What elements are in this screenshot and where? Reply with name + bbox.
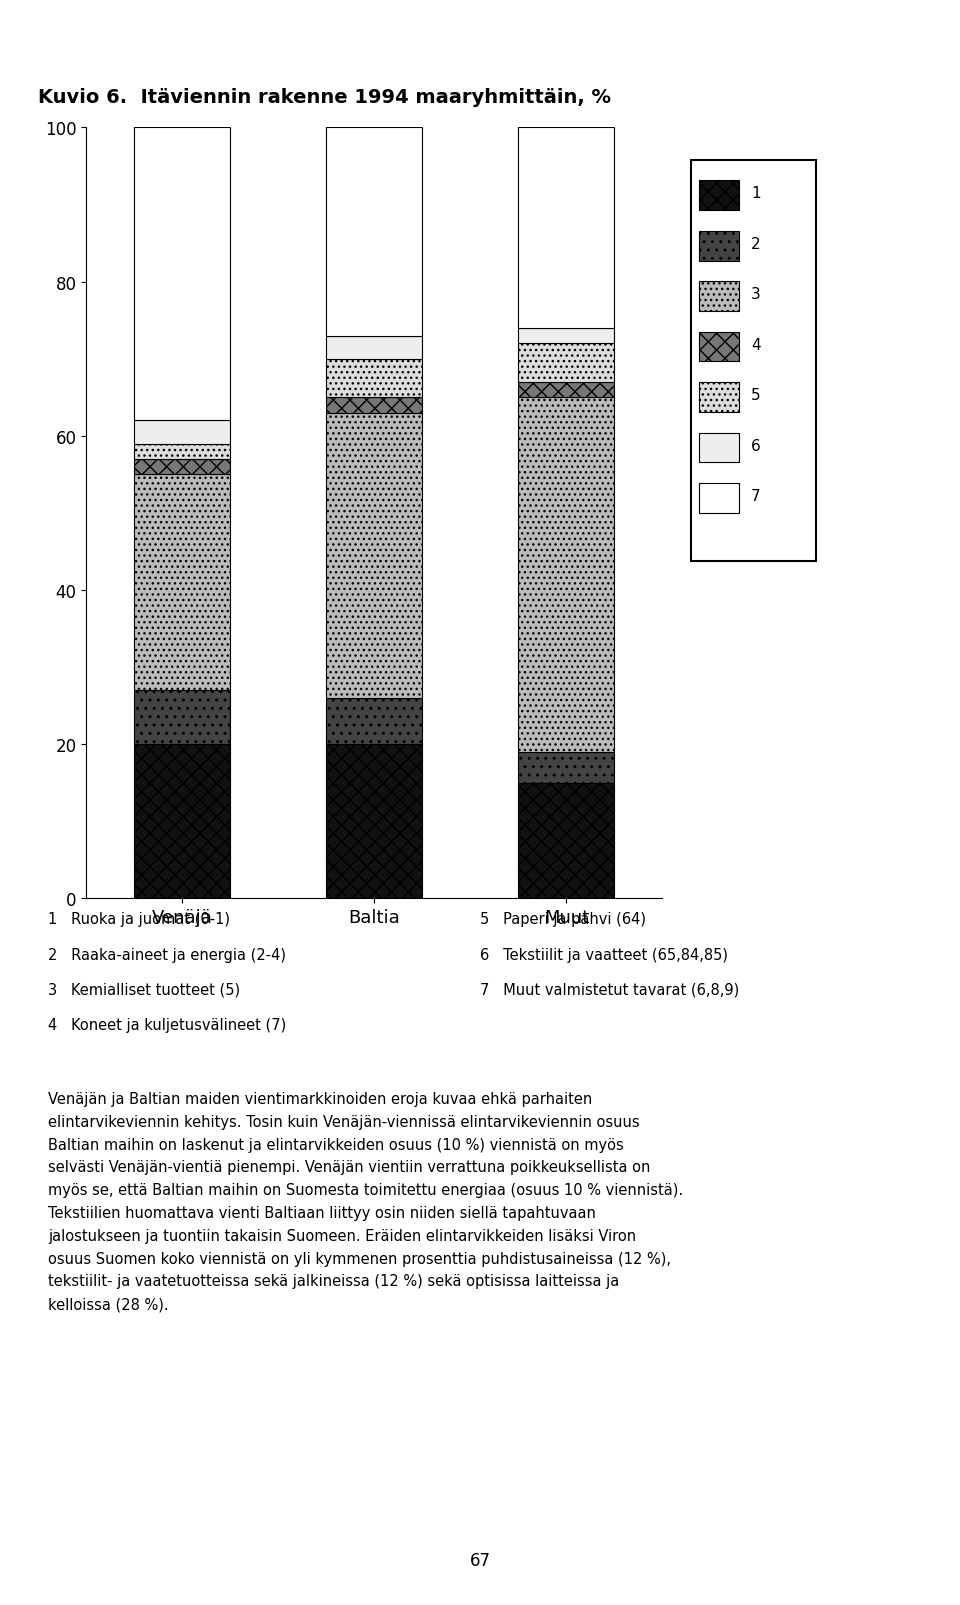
Bar xyxy=(326,745,422,899)
Bar xyxy=(134,459,230,475)
Bar xyxy=(699,282,738,311)
Bar xyxy=(326,398,422,414)
Text: 6: 6 xyxy=(751,438,761,454)
Bar xyxy=(326,128,422,337)
Text: 4: 4 xyxy=(751,337,760,353)
Bar xyxy=(518,753,614,783)
Text: 5: 5 xyxy=(751,388,760,403)
Bar xyxy=(134,745,230,899)
Bar xyxy=(134,128,230,421)
Text: 2   Raaka-aineet ja energia (2-4): 2 Raaka-aineet ja energia (2-4) xyxy=(48,947,286,961)
Bar xyxy=(134,421,230,445)
Text: 6   Tekstiilit ja vaatteet (65,84,85): 6 Tekstiilit ja vaatteet (65,84,85) xyxy=(480,947,728,961)
Text: 1: 1 xyxy=(751,186,760,201)
Text: 3   Kemialliset tuotteet (5): 3 Kemialliset tuotteet (5) xyxy=(48,982,240,997)
Text: 2: 2 xyxy=(751,236,760,252)
Bar xyxy=(518,398,614,753)
Bar xyxy=(699,433,738,464)
Bar xyxy=(699,384,738,412)
Text: Kuvio 6.  Itäviennin rakenne 1994 maaryhmittäin, %: Kuvio 6. Itäviennin rakenne 1994 maaryhm… xyxy=(38,88,612,108)
Text: 4   Koneet ja kuljetusvälineet (7): 4 Koneet ja kuljetusvälineet (7) xyxy=(48,1018,286,1032)
Bar xyxy=(134,475,230,690)
Bar xyxy=(518,382,614,398)
Text: 3: 3 xyxy=(751,287,761,302)
Bar xyxy=(134,690,230,745)
Text: 5   Paperi ja pahvi (64): 5 Paperi ja pahvi (64) xyxy=(480,912,646,926)
Bar xyxy=(326,337,422,360)
Bar xyxy=(518,329,614,343)
Bar xyxy=(518,783,614,899)
Text: Venäjän ja Baltian maiden vientimarkkinoiden eroja kuvaa ehkä parhaiten
elintarv: Venäjän ja Baltian maiden vientimarkkino… xyxy=(48,1091,684,1311)
Bar xyxy=(699,483,738,514)
Bar xyxy=(326,360,422,398)
Bar xyxy=(699,332,738,363)
Bar xyxy=(134,445,230,459)
Text: 67: 67 xyxy=(469,1550,491,1568)
Text: 7   Muut valmistetut tavarat (6,8,9): 7 Muut valmistetut tavarat (6,8,9) xyxy=(480,982,739,997)
Bar xyxy=(326,698,422,745)
Text: 1   Ruoka ja juomat (0-1): 1 Ruoka ja juomat (0-1) xyxy=(48,912,230,926)
Bar xyxy=(699,231,738,262)
Bar xyxy=(518,343,614,382)
Text: 7: 7 xyxy=(751,490,760,504)
Bar xyxy=(518,128,614,329)
Bar xyxy=(326,414,422,698)
Bar xyxy=(699,181,738,210)
